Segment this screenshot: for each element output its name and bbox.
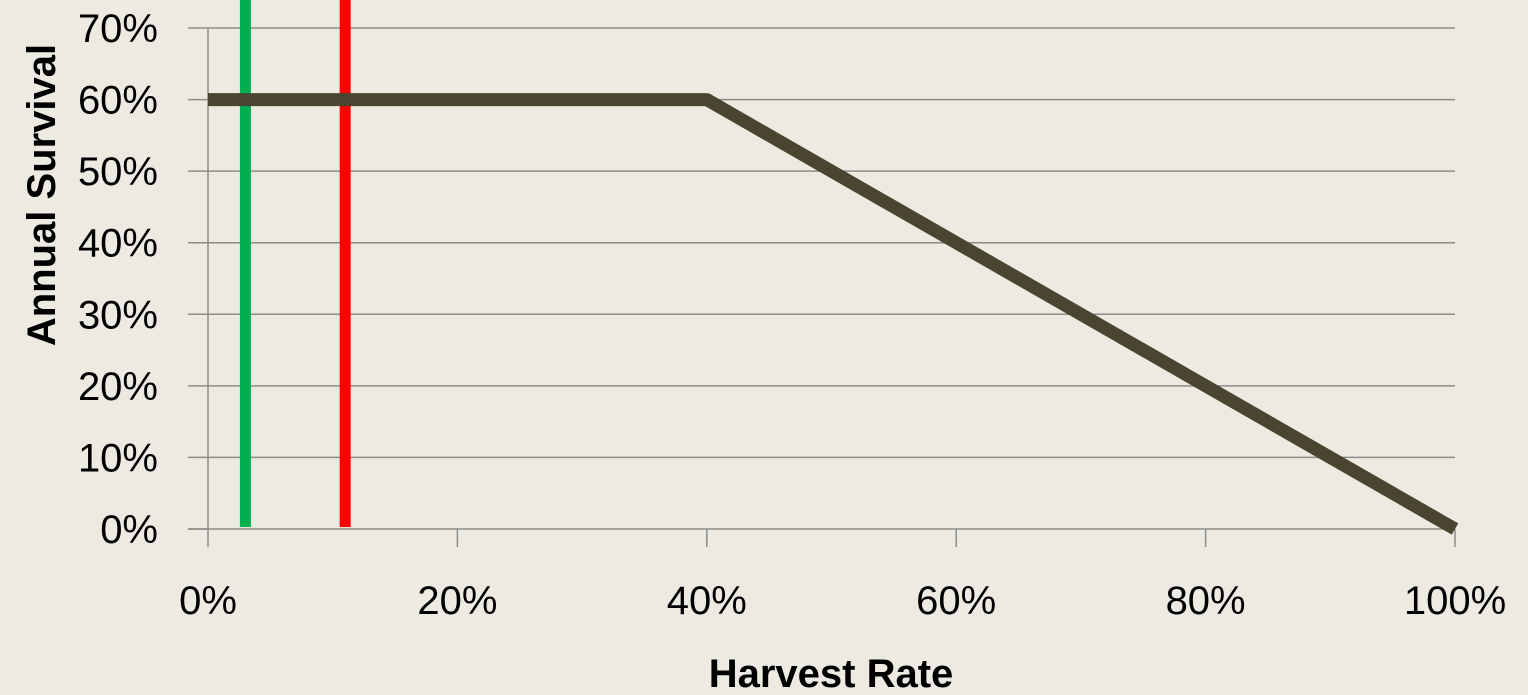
x-tick-label: 0% bbox=[179, 579, 237, 623]
axes bbox=[188, 27, 1456, 547]
y-tick-label: 60% bbox=[78, 79, 158, 123]
gridlines bbox=[208, 27, 1455, 459]
x-tick-label: 60% bbox=[916, 579, 996, 623]
y-tick-label: 30% bbox=[78, 293, 158, 337]
series-group bbox=[208, 93, 1459, 535]
y-axis-title: Annual Survival bbox=[20, 44, 64, 346]
x-axis-title: Harvest Rate bbox=[709, 652, 954, 695]
y-tick-label: 0% bbox=[100, 508, 158, 552]
x-tick-label: 100% bbox=[1404, 579, 1506, 623]
y-tick-label: 50% bbox=[78, 150, 158, 194]
x-tick-label: 80% bbox=[1166, 579, 1246, 623]
y-tick-label: 40% bbox=[78, 222, 158, 266]
y-tick-label: 70% bbox=[78, 7, 158, 51]
x-tick-label: 40% bbox=[667, 579, 747, 623]
x-tick-labels: 0% 20% 40% 60% 80% 100% bbox=[179, 579, 1506, 623]
y-tick-label: 20% bbox=[78, 365, 158, 409]
y-tick-label: 10% bbox=[78, 436, 158, 480]
x-tick-label: 20% bbox=[417, 579, 497, 623]
y-tick-labels: 0% 10% 20% 30% 40% 50% 60% 70% bbox=[78, 7, 158, 552]
reference-lines bbox=[239, 0, 351, 527]
series-line bbox=[208, 93, 1459, 535]
